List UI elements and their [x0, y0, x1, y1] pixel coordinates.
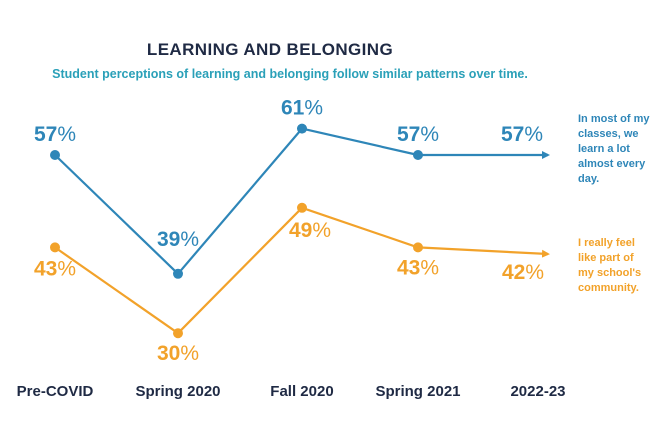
data-label-0-0: 57% — [34, 123, 76, 146]
data-label-1-2: 49% — [289, 219, 331, 242]
data-label-0-4: 57% — [501, 123, 543, 146]
data-point-0-0 — [50, 150, 60, 160]
x-tick-label-0: Pre-COVID — [17, 383, 94, 400]
series-line-1 — [54, 206, 419, 335]
series-arrow-1 — [417, 246, 550, 258]
data-point-1-1 — [173, 328, 183, 339]
data-label-1-0: 43% — [34, 257, 76, 280]
data-point-1-2 — [297, 202, 307, 213]
x-tick-label-2: Fall 2020 — [270, 383, 333, 400]
data-label-0-2: 61% — [281, 97, 323, 120]
legend-learning: In most of my classes, we learn a lot al… — [578, 113, 650, 185]
data-label-1-4: 42% — [502, 261, 544, 284]
series-line-0 — [54, 127, 419, 275]
data-label-1-1: 30% — [157, 342, 199, 365]
data-label-0-3: 57% — [397, 123, 439, 146]
x-tick-label-1: Spring 2020 — [135, 383, 220, 400]
data-point-0-2 — [297, 123, 307, 134]
chart-title: LEARNING AND BELONGING — [146, 40, 394, 59]
data-point-1-0 — [50, 242, 60, 253]
data-label-0-1: 39% — [157, 228, 199, 251]
chart-subtitle: Student perceptions of learning and belo… — [52, 67, 528, 81]
x-tick-label-4: 2022-23 — [510, 383, 565, 400]
x-tick-label-3: Spring 2021 — [375, 383, 460, 400]
legend-belonging: I really feel like part of my school's c… — [578, 237, 642, 294]
data-point-0-3 — [413, 150, 423, 160]
data-point-1-3 — [413, 242, 423, 253]
data-label-1-3: 43% — [397, 256, 439, 279]
data-point-0-1 — [173, 268, 183, 279]
